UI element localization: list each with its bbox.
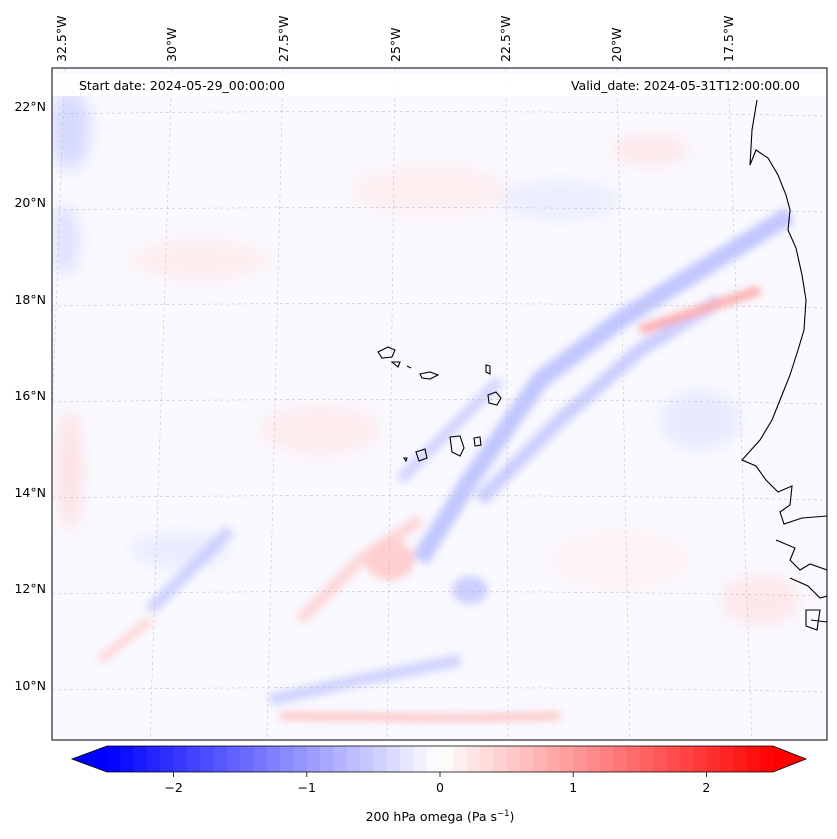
lat-label: 18°N (14, 292, 46, 307)
map-frame (51, 67, 828, 741)
colorbar-segment (173, 746, 188, 772)
colorbar-outline (70, 745, 808, 773)
colorbar-segment (333, 746, 348, 772)
colorbar-segment (573, 746, 588, 772)
lon-label: 27.5°W (276, 16, 291, 62)
colorbar-segment (719, 746, 734, 772)
start-date-label: Start date: 2024-05-29_00:00:00 (79, 78, 285, 93)
colorbar-segment (440, 746, 454, 772)
colorbar-segment (107, 746, 121, 772)
map-panel: Start date: 2024-05-29_00:00:00 Valid_da… (51, 67, 828, 741)
colorbar-segment (479, 746, 494, 772)
colorbar-segment (533, 746, 548, 772)
colorbar-segment (519, 746, 534, 772)
colorbar-extension (773, 746, 806, 772)
lat-label: 20°N (14, 195, 46, 210)
colorbar-segment (266, 746, 281, 772)
colorbar-segment (293, 746, 308, 772)
colorbar-segment (320, 746, 335, 772)
lat-label: 22°N (14, 99, 46, 114)
colorbar-segment (186, 746, 201, 772)
colorbar: −2 −1 0 1 2 200 hPa omega (Pa s−1) (70, 745, 808, 824)
africa-coastline (741, 99, 827, 631)
colorbar-segment (506, 746, 521, 772)
colorbar-segment (613, 746, 628, 772)
colorbar-segment (466, 746, 481, 772)
colorbar-extension (72, 746, 107, 772)
colorbar-segment (253, 746, 268, 772)
colorbar-tick-label: 0 (436, 780, 444, 795)
colorbar-segment (426, 746, 441, 772)
colorbar-segment (653, 746, 668, 772)
colorbar-label: 200 hPa omega (Pa s−1) (366, 809, 515, 824)
colorbar-segment (679, 746, 694, 772)
longitude-labels: 32.5°W 30°W 27.5°W 25°W 22.5°W 20°W 17.5… (54, 16, 736, 62)
colorbar-segment (546, 746, 561, 772)
lat-label: 12°N (14, 581, 46, 596)
colorbar-segment (346, 746, 361, 772)
colorbar-segment (200, 746, 215, 772)
valid-date-label: Valid_date: 2024-05-31T12:00:00.00 (571, 78, 800, 93)
lat-label: 14°N (14, 485, 46, 500)
colorbar-segment (599, 746, 614, 772)
colorbar-segment (666, 746, 681, 772)
colorbar-ticks: −2 −1 0 1 2 (164, 772, 710, 795)
colorbar-tick-label: −1 (298, 780, 316, 795)
colorbar-segment (213, 746, 228, 772)
colorbar-gradient (72, 746, 806, 772)
colorbar-segment (586, 746, 601, 772)
colorbar-segment (759, 746, 774, 772)
colorbar-segment (146, 746, 161, 772)
colorbar-segment (746, 746, 761, 772)
colorbar-tick-label: −2 (164, 780, 182, 795)
colorbar-segment (693, 746, 707, 772)
colorbar-segment (280, 746, 295, 772)
colorbar-segment (453, 746, 468, 772)
lon-label: 22.5°W (498, 16, 513, 62)
lon-label: 20°W (609, 27, 624, 62)
colorbar-segment (706, 746, 721, 772)
cape-verde-islands (377, 346, 502, 463)
colorbar-segment (559, 746, 574, 772)
lon-label: 32.5°W (54, 16, 69, 62)
lon-label: 30°W (164, 27, 179, 62)
colorbar-segment (733, 746, 747, 772)
colorbar-segment (373, 746, 388, 772)
colorbar-segment (160, 746, 175, 772)
colorbar-segment (639, 746, 654, 772)
latitude-labels: 22°N 20°N 18°N 16°N 14°N 12°N 10°N (14, 99, 46, 693)
colorbar-tick-label: 2 (702, 780, 710, 795)
colorbar-segment (226, 746, 241, 772)
colorbar-segment (493, 746, 508, 772)
lon-label: 17.5°W (721, 16, 736, 62)
colorbar-segment (240, 746, 255, 772)
colorbar-segment (413, 746, 428, 772)
colorbar-segment (626, 746, 641, 772)
colorbar-segment (306, 746, 321, 772)
colorbar-segment (386, 746, 401, 772)
lat-label: 10°N (14, 678, 46, 693)
colorbar-segment (120, 746, 135, 772)
omega-field (52, 68, 827, 740)
colorbar-segment (360, 746, 374, 772)
colorbar-segment (133, 746, 148, 772)
annotation-strip (52, 74, 827, 96)
colorbar-tick-label: 1 (569, 780, 577, 795)
lat-label: 16°N (14, 388, 46, 403)
lon-label: 25°W (388, 27, 403, 62)
colorbar-segment (400, 746, 414, 772)
